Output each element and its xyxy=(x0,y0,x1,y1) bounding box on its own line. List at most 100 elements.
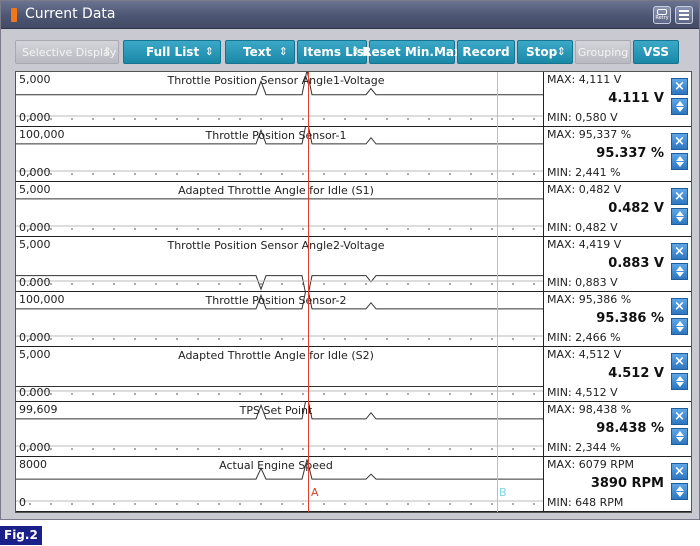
remove-row-button[interactable]: × xyxy=(671,298,688,315)
scale-min: 0,000 xyxy=(19,166,51,179)
signal-name: Throttle Position Sensor Angle2-Voltage xyxy=(167,239,385,252)
row-controls: × xyxy=(668,292,691,346)
button-label: Selective Display xyxy=(22,45,117,59)
cursor-a-label: A xyxy=(311,486,319,499)
graph-area: 99,609 0,000 TPS Set Point xyxy=(16,402,543,456)
value-area: MAX: 95,386 % 95.386 % MIN: 2,466 % xyxy=(543,292,668,346)
toolbar: Selective Display ⇕ Full List ⇕ Text ⇕ I… xyxy=(1,29,699,69)
button-label: Stop xyxy=(526,45,558,59)
remove-row-button[interactable]: × xyxy=(671,463,688,480)
remove-row-button[interactable]: × xyxy=(671,408,688,425)
reorder-row-button[interactable] xyxy=(671,263,688,280)
current-value: 0.883 V xyxy=(608,256,664,271)
min-value: MIN: 0,883 V xyxy=(547,276,618,289)
reorder-row-button[interactable] xyxy=(671,373,688,390)
max-value: MAX: 98,438 % xyxy=(547,403,632,416)
record-button[interactable]: Record xyxy=(457,40,515,64)
signal-name: Throttle Position Sensor Angle1-Voltage xyxy=(167,74,385,87)
button-label: Items List xyxy=(303,45,370,59)
grouping-button[interactable]: Grouping xyxy=(575,40,631,64)
row-controls: × xyxy=(668,347,691,401)
remove-row-button[interactable]: × xyxy=(671,188,688,205)
remove-row-button[interactable]: × xyxy=(671,243,688,260)
reorder-row-button[interactable] xyxy=(671,483,688,500)
graph-area: 100,000 0,000 Throttle Position Sensor-2 xyxy=(16,292,543,346)
scale-max: 100,000 xyxy=(19,293,65,306)
reorder-row-button[interactable] xyxy=(671,428,688,445)
max-value: MAX: 0,482 V xyxy=(547,183,622,196)
signal-name: Adapted Throttle Angle for Idle (S2) xyxy=(178,349,374,362)
menu-button[interactable] xyxy=(675,6,693,24)
reorder-row-button[interactable] xyxy=(671,153,688,170)
scale-max: 5,000 xyxy=(19,238,51,251)
vss-button[interactable]: VSS xyxy=(633,40,679,64)
graph-area: 8000 0 Actual Engine Speed xyxy=(16,457,543,511)
scale-min: 0,000 xyxy=(19,111,51,124)
cursor-b-label: B xyxy=(499,486,507,499)
signal-trace xyxy=(16,292,543,340)
updown-icon: ⇕ xyxy=(102,45,112,58)
signal-trace xyxy=(16,386,543,395)
stop-button[interactable]: Stop ⇕ xyxy=(517,40,573,64)
button-label: VSS xyxy=(642,45,670,59)
value-area: MAX: 4,512 V 4.512 V MIN: 4,512 V xyxy=(543,347,668,401)
scale-max: 100,000 xyxy=(19,128,65,141)
current-value: 3890 RPM xyxy=(590,476,664,491)
signal-name: Throttle Position Sensor-2 xyxy=(205,294,347,307)
graph-area: 5,000 0,000 Adapted Throttle Angle for Idl… xyxy=(16,182,543,236)
retry-button[interactable]: Retry xyxy=(653,6,671,24)
signal-line xyxy=(16,275,543,291)
graph-row[interactable]: 100,000 0,000 Throttle Position Sensor-2 MA… xyxy=(16,292,691,347)
full-list-button[interactable]: Full List ⇕ xyxy=(123,40,221,64)
row-controls: × xyxy=(668,237,691,291)
reorder-row-button[interactable] xyxy=(671,98,688,115)
reorder-row-button[interactable] xyxy=(671,208,688,225)
current-value: 98.438 % xyxy=(596,421,664,436)
min-value: MIN: 2,466 % xyxy=(547,331,621,344)
row-controls: × xyxy=(668,457,691,511)
max-value: MAX: 4,419 V xyxy=(547,238,622,251)
current-value: 4.111 V xyxy=(608,91,664,106)
graph-area: 5,000 0,000 Throttle Position Sensor Angle… xyxy=(16,72,543,126)
graph-row[interactable]: 5,000 0,000 Adapted Throttle Angle for Idl… xyxy=(16,182,691,237)
graph-area: 100,000 0,000 Throttle Position Sensor-1 xyxy=(16,127,543,181)
figure-label: Fig.2 xyxy=(0,526,42,545)
scale-min: 0 xyxy=(19,496,26,509)
remove-row-button[interactable]: × xyxy=(671,353,688,370)
signal-line xyxy=(16,127,543,145)
current-value: 0.482 V xyxy=(608,201,664,216)
graph-row[interactable]: 100,000 0,000 Throttle Position Sensor-1 MA… xyxy=(16,127,691,182)
reset-min-max-button[interactable]: Reset Min.Max xyxy=(362,40,462,64)
text-button[interactable]: Text ⇕ xyxy=(225,40,295,64)
button-label: Reset Min.Max xyxy=(362,45,462,59)
graph-row[interactable]: 5,000 0.000 Throttle Position Sensor Angle… xyxy=(16,237,691,292)
cursor-a-line[interactable] xyxy=(308,72,309,512)
selective-display-button[interactable]: Selective Display ⇕ xyxy=(15,40,119,64)
value-area: MAX: 98,438 % 98.438 % MIN: 2,344 % xyxy=(543,402,668,456)
min-value: MIN: 2,441 % xyxy=(547,166,621,179)
signal-trace xyxy=(16,402,543,450)
scale-min: 0.000 xyxy=(19,276,51,289)
graph-row[interactable]: 5,000 0,000 Throttle Position Sensor Angle… xyxy=(16,72,691,127)
cursor-b-line[interactable] xyxy=(497,72,498,512)
signal-trace xyxy=(16,127,543,175)
signal-line xyxy=(16,402,543,420)
reorder-row-button[interactable] xyxy=(671,318,688,335)
remove-row-button[interactable]: × xyxy=(671,133,688,150)
row-controls: × xyxy=(668,127,691,181)
value-area: MAX: 0,482 V 0.482 V MIN: 0,482 V xyxy=(543,182,668,236)
items-list-button[interactable]: Items List ⇕ xyxy=(297,40,370,64)
graph-row[interactable]: 8000 0 Actual Engine Speed MAX: 6079 RPM 389… xyxy=(16,457,691,512)
remove-row-button[interactable]: × xyxy=(671,78,688,95)
button-label: Text xyxy=(243,45,272,59)
current-data-window: Current Data Retry Selective Display ⇕ F… xyxy=(0,0,700,520)
signal-trace xyxy=(16,459,543,505)
scale-min: 0,000 xyxy=(19,221,51,234)
graph-row[interactable]: 99,609 0,000 TPS Set Point MAX: 98,438 % 98.… xyxy=(16,402,691,457)
scale-max: 8000 xyxy=(19,458,47,471)
value-area: MAX: 95,337 % 95.337 % MIN: 2,441 % xyxy=(543,127,668,181)
scale-min: 0.000 xyxy=(19,386,51,399)
graph-row[interactable]: 5,000 0.000 Adapted Throttle Angle for Idl… xyxy=(16,347,691,402)
value-area: MAX: 4,419 V 0.883 V MIN: 0,883 V xyxy=(543,237,668,291)
updown-icon: ⇕ xyxy=(204,45,214,58)
